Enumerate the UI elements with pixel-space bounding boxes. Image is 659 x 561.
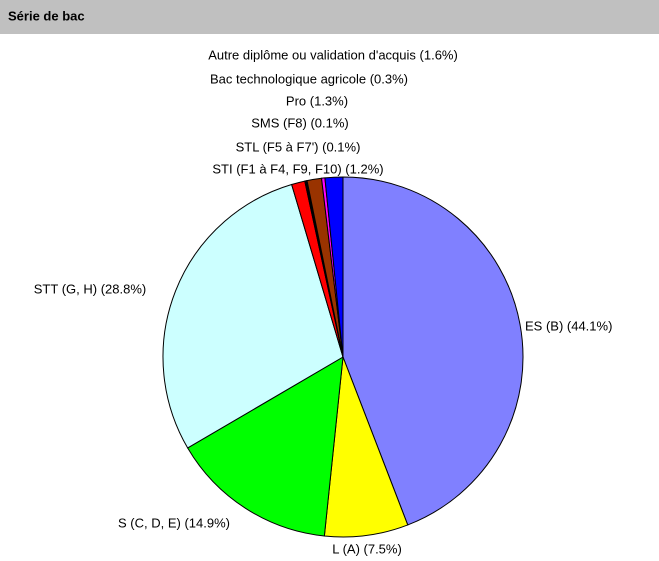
pie-slice (324, 176, 344, 358)
slice-label: Bac technologique agricole (0.3%) (210, 71, 408, 86)
slice-label: ES (B) (44.1%) (525, 318, 612, 333)
slice-label: Pro (1.3%) (286, 93, 348, 108)
pie-slice (162, 183, 344, 449)
slice-label: Autre diplôme ou validation d'acquis (1.… (208, 47, 458, 62)
slice-label: STL (F5 à F7') (0.1%) (236, 139, 361, 154)
slice-label: S (C, D, E) (14.9%) (118, 515, 230, 530)
pie-slice (342, 176, 524, 526)
slice-label: L (A) (7.5%) (332, 541, 402, 556)
slice-label: STT (G, H) (28.8%) (34, 281, 146, 296)
slice-label: STI (F1 à F4, F9, F10) (1.2%) (212, 161, 383, 176)
pie-slice (187, 356, 344, 537)
header-bar (0, 0, 659, 34)
slice-label: SMS (F8) (0.1%) (251, 115, 349, 130)
chart-title: Série de bac (8, 8, 85, 23)
